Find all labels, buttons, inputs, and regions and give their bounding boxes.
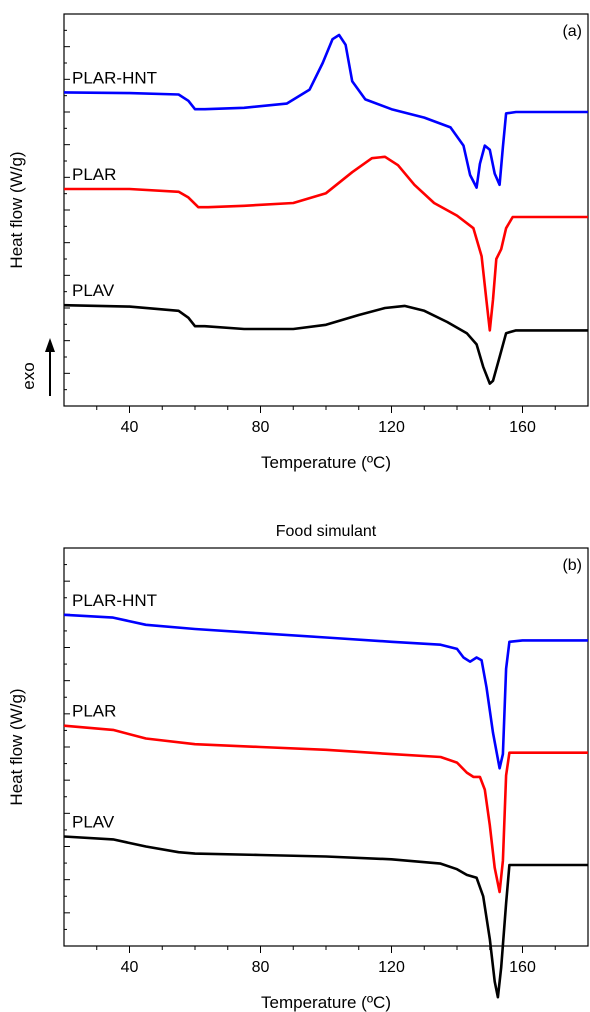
series-label-plav: PLAV bbox=[72, 813, 115, 832]
x-tick-label: 160 bbox=[509, 959, 536, 976]
panel-b-curves bbox=[63, 613, 588, 999]
x-tick-label: 120 bbox=[378, 419, 405, 436]
panel-b: Food simulant 40 80 120 160 PLAR-HNTPLARPLA… bbox=[7, 523, 589, 1012]
panel-b-ticks: 40 80 120 160 bbox=[64, 564, 556, 976]
panel-a-ticks: 40 80 120 160 bbox=[64, 29, 556, 436]
series-line-plav bbox=[63, 835, 588, 999]
exo-indicator: exo bbox=[19, 338, 55, 396]
series-line-plar-hnt bbox=[63, 33, 588, 189]
series-label-plar: PLAR bbox=[72, 702, 116, 721]
series-line-plar bbox=[64, 155, 588, 332]
series-line-plar bbox=[63, 724, 588, 894]
panel-a-tag: (a) bbox=[562, 23, 582, 40]
panel-b-series-labels: PLAR-HNT PLAR PLAV bbox=[72, 591, 157, 832]
series-label-plav: PLAV bbox=[72, 281, 115, 300]
panel-a-curves bbox=[63, 33, 588, 385]
panel-a-series-labels: PLAR-HNT PLAR PLAV bbox=[72, 68, 157, 300]
panel-b-tag: (b) bbox=[562, 557, 582, 574]
series-label-plar-hnt: PLAR-HNT bbox=[72, 591, 157, 610]
panel-a-y-axis-label: Heat flow (W/g) bbox=[7, 151, 26, 268]
panel-a-x-axis-label: Temperature (ºC) bbox=[261, 453, 391, 472]
exo-annotation: exo bbox=[19, 362, 38, 389]
series-label-plar-hnt: PLAR-HNT bbox=[72, 68, 157, 87]
series-line-plar-hnt bbox=[63, 613, 588, 770]
x-tick-label: 120 bbox=[378, 959, 405, 976]
panel-b-y-axis-label: Heat flow (W/g) bbox=[7, 688, 26, 805]
exo-arrow-head bbox=[45, 338, 55, 352]
x-tick-label: 80 bbox=[252, 419, 270, 436]
x-tick-label: 80 bbox=[252, 959, 270, 976]
x-tick-label: 40 bbox=[121, 419, 139, 436]
x-tick-label: 40 bbox=[121, 959, 139, 976]
panel-a: 40 80 120 160 PLAR-HNT PLAR PLAV (a) Temperat… bbox=[7, 13, 589, 472]
series-line-plav bbox=[63, 303, 588, 385]
x-tick-label: 160 bbox=[509, 419, 536, 436]
panel-b-x-axis-label: Temperature (ºC) bbox=[261, 993, 391, 1012]
panel-b-title: Food simulant bbox=[276, 523, 377, 540]
series-label-plar: PLAR bbox=[72, 165, 116, 184]
